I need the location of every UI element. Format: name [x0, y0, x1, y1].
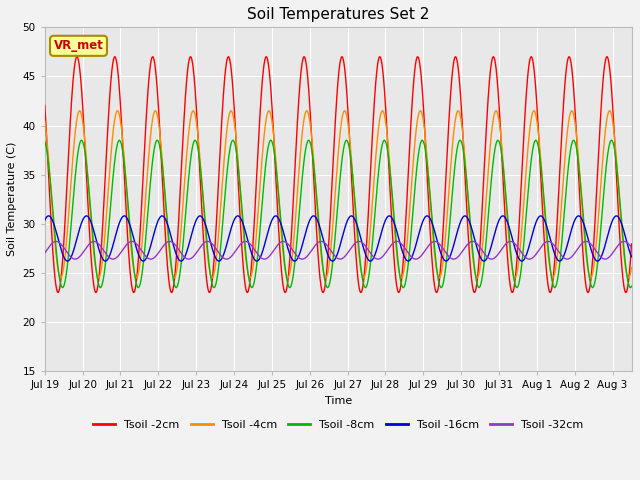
- Text: VR_met: VR_met: [54, 39, 104, 52]
- X-axis label: Time: Time: [324, 396, 352, 406]
- Legend: Tsoil -2cm, Tsoil -4cm, Tsoil -8cm, Tsoil -16cm, Tsoil -32cm: Tsoil -2cm, Tsoil -4cm, Tsoil -8cm, Tsoi…: [89, 415, 588, 434]
- Title: Soil Temperatures Set 2: Soil Temperatures Set 2: [247, 7, 429, 22]
- Y-axis label: Soil Temperature (C): Soil Temperature (C): [7, 142, 17, 256]
